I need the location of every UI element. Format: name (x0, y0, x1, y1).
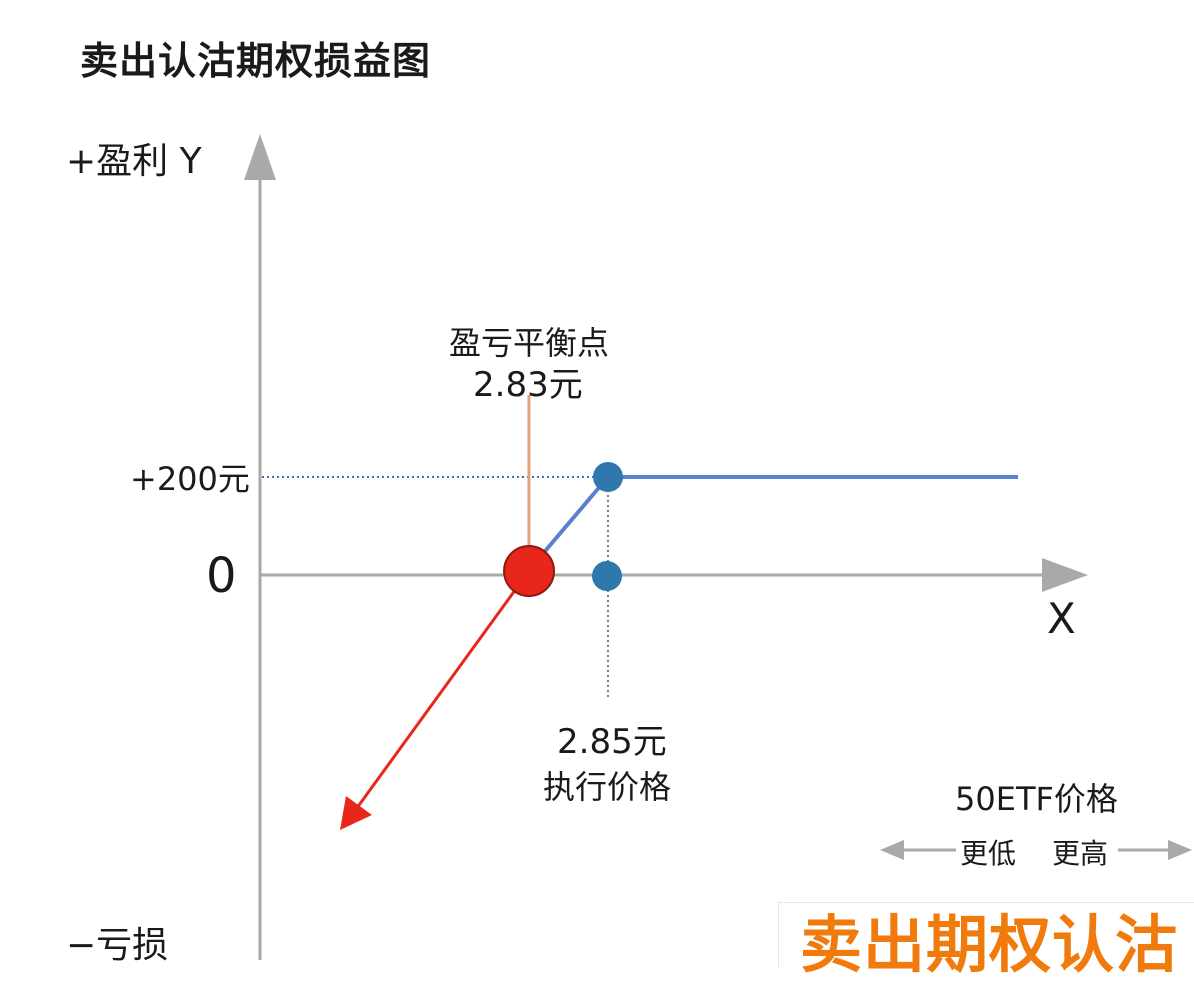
zero-label: 0 (206, 548, 237, 604)
strike-profit-marker (593, 462, 623, 492)
breakeven-value: 2.83元 (473, 365, 583, 405)
lower-label: 更低 (960, 837, 1017, 870)
strike-axis-marker (592, 561, 622, 591)
loss-arrow-line (352, 570, 531, 813)
higher-direction-arrowhead (1168, 840, 1192, 860)
stamp-box (778, 902, 1194, 967)
y-axis-arrowhead (244, 134, 276, 180)
stamp-text: 卖出期权认沽 (800, 908, 1179, 981)
max-profit-label: +200元 (130, 460, 250, 498)
x-axis-label: X (1047, 594, 1076, 643)
payoff-line (527, 475, 1018, 572)
diagram-title: 卖出认沽期权损益图 (80, 39, 432, 83)
loss-arrowhead (340, 796, 372, 830)
breakeven-label: 盈亏平衡点 (449, 324, 610, 362)
lower-direction-arrowhead (880, 840, 904, 860)
higher-label: 更高 (1052, 837, 1109, 870)
x-axis-arrowhead (1042, 558, 1088, 592)
y-axis-negative-label: −亏损 (66, 925, 169, 966)
etf-price-label: 50ETF价格 (955, 780, 1118, 818)
strike-value: 2.85元 (557, 722, 667, 762)
y-axis-positive-label: +盈利 Y (66, 141, 202, 182)
strike-label: 执行价格 (543, 768, 672, 806)
breakeven-marker (503, 545, 555, 597)
